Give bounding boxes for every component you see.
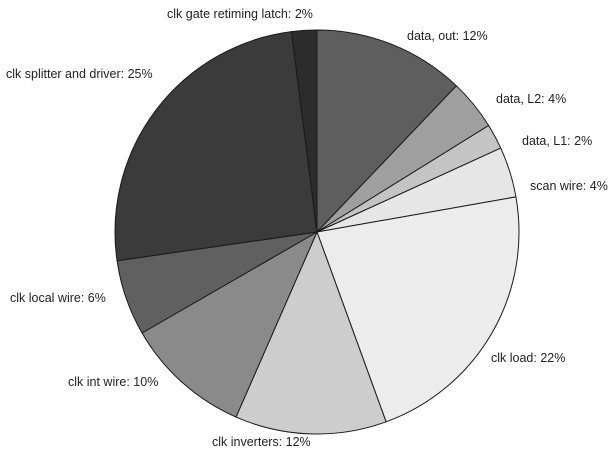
pie-slice-9 bbox=[114, 31, 318, 262]
pie-slice-10 bbox=[290, 29, 318, 233]
slice-label-10: clk gate retiming latch: 2% bbox=[167, 7, 313, 21]
pie-slices bbox=[114, 29, 520, 435]
slice-label-3: data, L1: 2% bbox=[522, 134, 592, 148]
pie-slice-5 bbox=[316, 196, 520, 423]
slice-label-6: clk inverters: 12% bbox=[212, 435, 311, 449]
pie-slice-7 bbox=[141, 231, 318, 418]
slice-label-9: clk splitter and driver: 25% bbox=[6, 67, 153, 81]
pie-slice-6 bbox=[235, 231, 387, 435]
slice-labels: data, out: 12% data, L2: 4% data, L1: 2% sc… bbox=[6, 7, 608, 449]
slice-label-8: clk local wire: 6% bbox=[10, 291, 106, 305]
slice-label-7: clk int wire: 10% bbox=[68, 375, 158, 389]
slice-label-1: data, out: 12% bbox=[407, 29, 488, 43]
slice-label-5: clk load: 22% bbox=[491, 351, 565, 365]
slice-label-4: scan wire: 4% bbox=[530, 179, 608, 193]
slice-label-2: data, L2: 4% bbox=[496, 92, 566, 106]
pie-slice-1 bbox=[316, 29, 457, 233]
